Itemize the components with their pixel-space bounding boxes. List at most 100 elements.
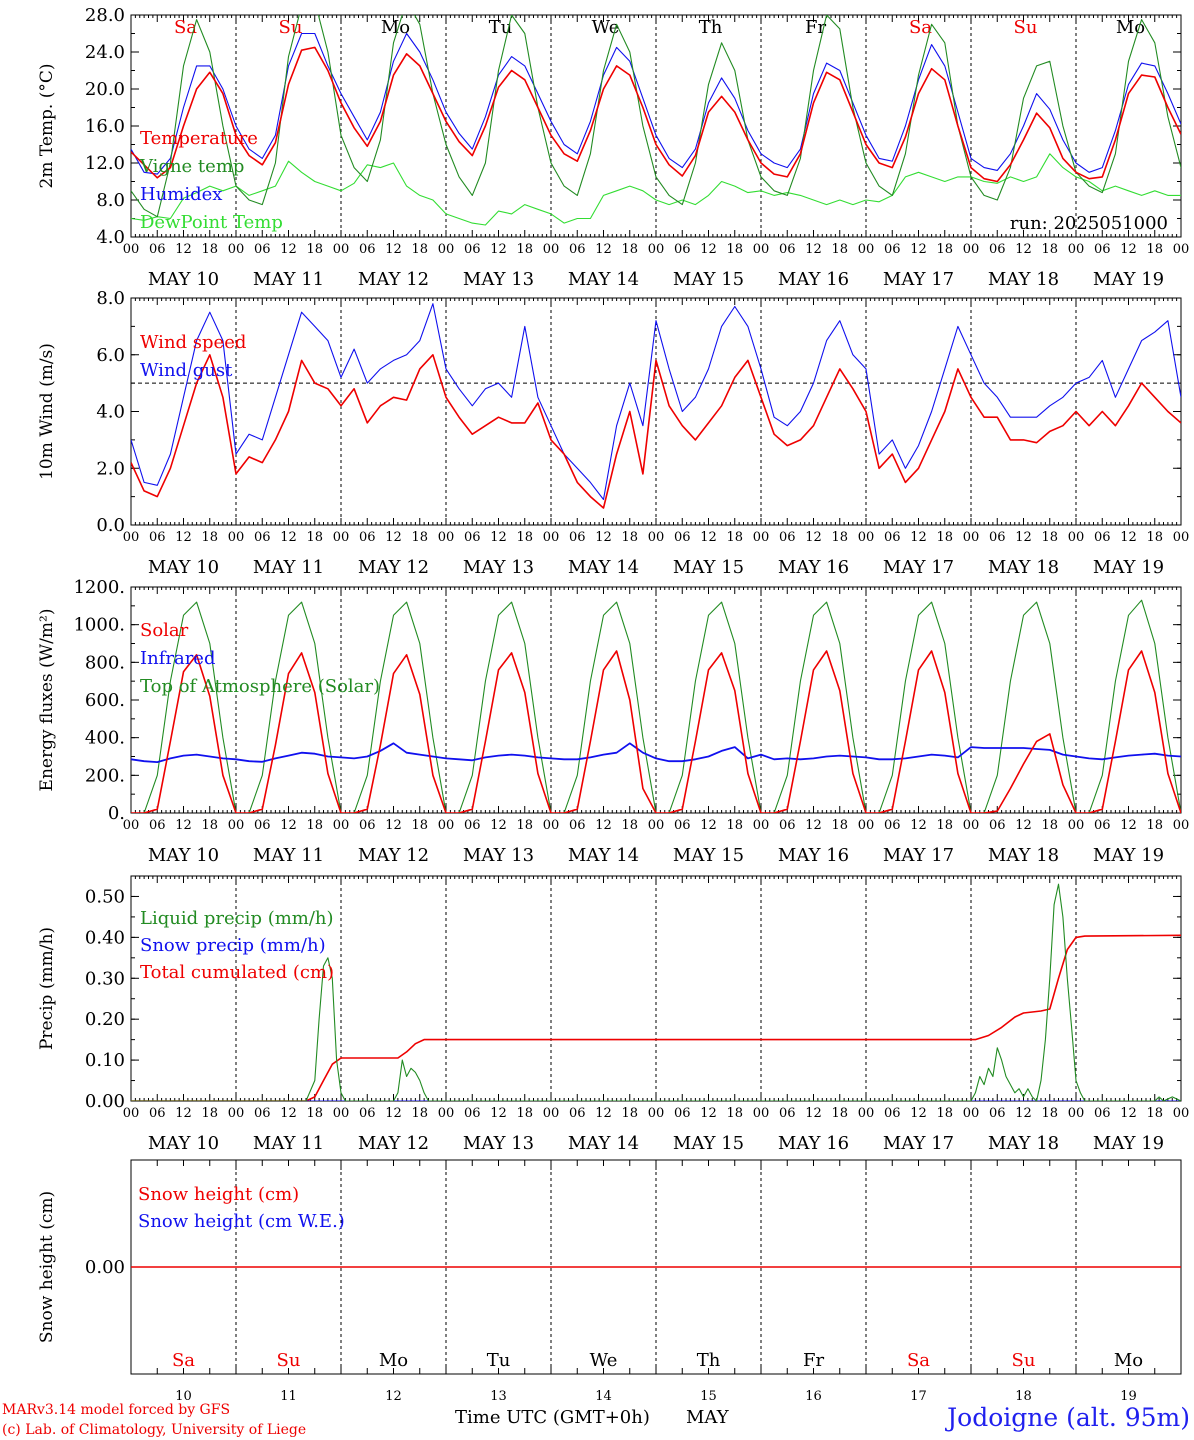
hour-tick-label: 06 <box>884 1106 901 1121</box>
legend-entry: Wind gust <box>140 360 233 381</box>
hour-tick-label: 00 <box>963 530 980 545</box>
date-label: MAY 14 <box>568 1133 639 1154</box>
date-label: MAY 17 <box>883 269 954 290</box>
y-tick-label: 0.30 <box>85 968 125 989</box>
hour-tick-label: 06 <box>149 530 166 545</box>
hour-tick-label: 00 <box>228 530 245 545</box>
hour-tick-label: 12 <box>1120 242 1137 257</box>
hour-tick-label: 00 <box>438 818 455 833</box>
date-label: MAY 19 <box>1093 1133 1164 1154</box>
day-number-label: 14 <box>595 1389 612 1404</box>
hour-tick-label: 12 <box>385 530 402 545</box>
series-line-liquid-precip-mm-h <box>131 883 1181 1101</box>
legend-entry: Solar <box>140 620 189 641</box>
hour-tick-label: 06 <box>1094 818 1111 833</box>
series-line-temperature <box>131 46 1181 183</box>
hour-tick-label: 06 <box>359 242 376 257</box>
y-axis-label: Precip (mm/h) <box>37 927 57 1050</box>
hour-tick-label: 18 <box>306 818 323 833</box>
hour-tick-label: 12 <box>280 530 297 545</box>
day-number-label: 13 <box>490 1389 507 1404</box>
hour-tick-label: 00 <box>753 242 770 257</box>
day-of-week-label: We <box>590 1350 618 1371</box>
hour-tick-label: 00 <box>543 818 560 833</box>
hour-tick-label: 18 <box>1041 242 1058 257</box>
date-label: MAY 16 <box>778 269 849 290</box>
hour-tick-label: 06 <box>569 1106 586 1121</box>
hour-tick-label: 00 <box>333 818 350 833</box>
day-number-label: 15 <box>700 1389 717 1404</box>
y-tick-label: 4.0 <box>96 402 125 423</box>
hour-tick-label: 18 <box>516 530 533 545</box>
hour-tick-label: 00 <box>438 530 455 545</box>
y-tick-label: 200. <box>85 765 125 786</box>
date-label: MAY 10 <box>148 557 219 578</box>
chart-panel-5: 10 11 12 13 14 15 16 17 18 19 Sa Su Mo Tu We Th Fr Sa Su Mo… <box>37 1159 1182 1404</box>
date-label: MAY 12 <box>358 845 429 866</box>
station-title: Jodoigne (alt. 95m) <box>944 1403 1190 1432</box>
chart-panel-1: 00 06 12 18 MAY 10 00 06 12 18 MAY 11 00 06 12 18 MAY … <box>37 5 1189 290</box>
legend-entry: Infrared <box>140 648 215 669</box>
hour-tick-label: 06 <box>989 818 1006 833</box>
hour-tick-label: 06 <box>674 242 691 257</box>
date-label: MAY 16 <box>778 845 849 866</box>
day-of-week-label: Th <box>697 1350 721 1371</box>
hour-tick-label: 00 <box>858 530 875 545</box>
hour-tick-label: 12 <box>490 530 507 545</box>
date-label: MAY 12 <box>358 1133 429 1154</box>
y-tick-label: 0.20 <box>85 1009 125 1030</box>
hour-tick-label: 00 <box>753 1106 770 1121</box>
y-axis-label: Energy fluxes (W/m²) <box>37 609 57 792</box>
hour-tick-label: 00 <box>438 1106 455 1121</box>
hour-tick-label: 06 <box>464 818 481 833</box>
legend-entry: Snow precip (mm/h) <box>140 935 326 956</box>
day-number-label: 17 <box>910 1389 927 1404</box>
hour-tick-label: 18 <box>726 530 743 545</box>
date-label: MAY 16 <box>778 557 849 578</box>
hour-tick-label: 06 <box>359 530 376 545</box>
hour-tick-label: 06 <box>884 242 901 257</box>
day-number-label: 16 <box>805 1389 822 1404</box>
hour-tick-label: 18 <box>306 530 323 545</box>
y-axis-label: Snow height (cm) <box>37 1191 57 1343</box>
legend-entry: Vigne temp <box>139 156 244 177</box>
day-of-week-label: We <box>592 17 620 38</box>
legend-entry: Snow height (cm) <box>138 1184 299 1205</box>
hour-tick-label: 00 <box>228 1106 245 1121</box>
x-axis-month: MAY <box>686 1407 730 1428</box>
hour-tick-label: 00 <box>543 1106 560 1121</box>
hour-tick-label: 18 <box>411 1106 428 1121</box>
legend-entry: Humidex <box>140 184 222 205</box>
hour-tick-label: 12 <box>280 242 297 257</box>
hour-tick-label: 00 <box>228 242 245 257</box>
hour-tick-label: 06 <box>674 530 691 545</box>
hour-tick-label: 18 <box>936 818 953 833</box>
hour-tick-label: 12 <box>1015 818 1032 833</box>
hour-tick-label: 00 <box>1173 1106 1190 1121</box>
hour-tick-label: 06 <box>254 818 271 833</box>
legend-entry: Liquid precip (mm/h) <box>140 908 334 929</box>
date-label: MAY 11 <box>253 557 324 578</box>
date-label: MAY 11 <box>253 845 324 866</box>
day-number-label: 11 <box>280 1389 297 1404</box>
date-label: MAY 13 <box>463 845 534 866</box>
hour-tick-label: 00 <box>1173 818 1190 833</box>
y-tick-label: 4.0 <box>96 227 125 248</box>
footer: MARv3.14 model forced by GFS (c) Lab. of… <box>2 1402 1190 1438</box>
day-number-label: 10 <box>175 1389 192 1404</box>
y-tick-label: 0.00 <box>85 1257 125 1278</box>
y-tick-label: 1200. <box>73 577 125 598</box>
hour-tick-label: 12 <box>1120 818 1137 833</box>
hour-tick-label: 18 <box>621 1106 638 1121</box>
hour-tick-label: 12 <box>805 818 822 833</box>
hour-tick-label: 12 <box>700 818 717 833</box>
hour-tick-label: 18 <box>201 818 218 833</box>
day-number-label: 12 <box>385 1389 402 1404</box>
date-label: MAY 19 <box>1093 557 1164 578</box>
hour-tick-label: 12 <box>385 242 402 257</box>
date-label: MAY 13 <box>463 269 534 290</box>
y-tick-label: 0. <box>108 803 125 824</box>
legend-entry: Top of Atmosphere (Solar) <box>140 676 380 697</box>
hour-tick-label: 00 <box>753 818 770 833</box>
date-label: MAY 18 <box>988 1133 1059 1154</box>
